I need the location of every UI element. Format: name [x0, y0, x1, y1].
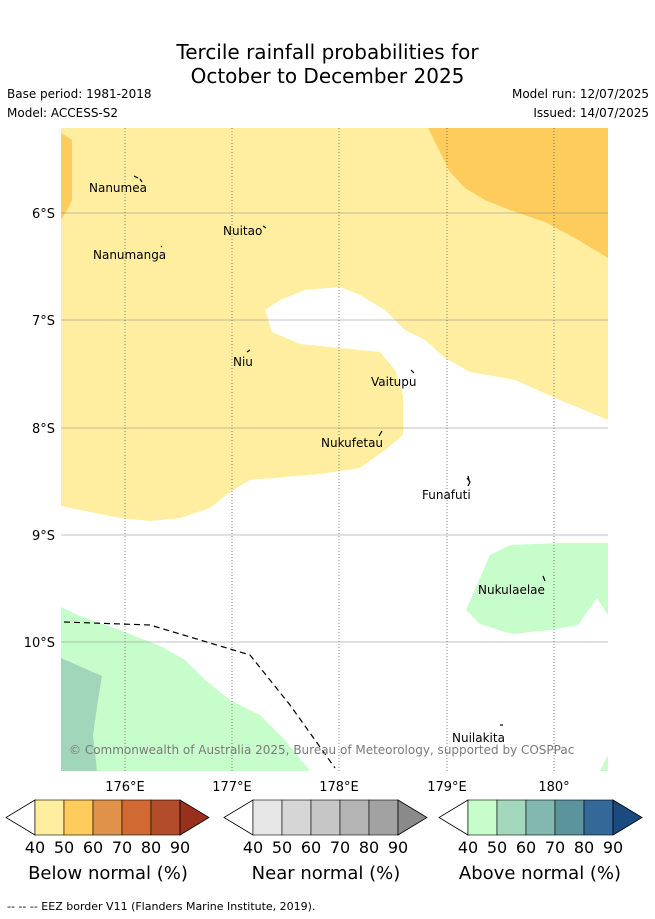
map-title-line1: Tercile rainfall probabilities for — [176, 40, 479, 64]
colorbar-tick-label: 40 — [458, 838, 478, 857]
island-nanumea — [133, 175, 143, 183]
colorbar-tick-label: 60 — [516, 838, 536, 857]
colorbar-swatch — [339, 799, 370, 836]
colorbar: 40 50 60 70 80 90 — [223, 799, 428, 857]
eez-border-footnote: -- -- -- EEZ border V11 (Flanders Marine… — [7, 900, 316, 913]
island-nukufetau — [378, 430, 383, 437]
colorbar-tick-label: 80 — [141, 838, 161, 857]
island-vaitupu — [410, 369, 415, 374]
longitude-tick-label: 180° — [538, 780, 569, 795]
island-nanumanga — [160, 245, 163, 248]
colorbar-tick-label: 40 — [243, 838, 263, 857]
latitude-tick-label: 9°S — [32, 529, 55, 544]
colorbar-tick-label: 70 — [112, 838, 132, 857]
place-label-funafuti: Funafuti — [422, 488, 471, 502]
colorbar-extend-right — [612, 799, 643, 836]
place-label-nukulaelae: Nukulaelae — [478, 583, 545, 597]
longitude-tick-label: 177°E — [212, 780, 252, 795]
region-above-40-southwest — [61, 607, 310, 771]
region-above-40-east — [466, 543, 608, 634]
place-label-nuitao: Nuitao — [223, 224, 262, 238]
copyright-notice: © Commonwealth of Australia 2025, Bureau… — [69, 743, 574, 757]
longitude-tick-label: 176°E — [105, 780, 145, 795]
place-label-vaitupu: Vaitupu — [371, 375, 417, 389]
longitude-labels: 176°E 177°E 178°E 179°E 180° — [105, 780, 569, 795]
place-label-niu: Niu — [233, 355, 253, 369]
colorbar-extend-left — [5, 799, 36, 836]
latitude-labels: 6°S 7°S 8°S 9°S 10°S — [24, 207, 55, 651]
latitude-tick-label: 6°S — [32, 207, 55, 222]
eez-border-line — [63, 621, 336, 769]
colorbar-tick-label: 90 — [170, 838, 190, 857]
issued-label: Issued: 14/07/2025 — [533, 106, 649, 120]
colorbar-swatch — [467, 799, 498, 836]
colorbar-tick-label: 40 — [25, 838, 45, 857]
latitude-tick-label: 7°S — [32, 314, 55, 329]
colorbar-swatch — [121, 799, 152, 836]
probability-regions — [61, 128, 608, 771]
colorbar-swatch — [496, 799, 527, 836]
colorbar-tick-label: 50 — [54, 838, 74, 857]
map-title-line2: October to December 2025 — [190, 64, 465, 88]
below-normal-colorbar-label: Below normal (%) — [28, 863, 188, 884]
colorbar-swatch — [525, 799, 556, 836]
colorbar-swatch — [281, 799, 312, 836]
colorbar-tick-label: 80 — [359, 838, 379, 857]
island-nukulaelae — [542, 575, 546, 582]
colorbar-tick-label: 90 — [388, 838, 408, 857]
place-label-nanumea: Nanumea — [89, 181, 147, 195]
colorbar-swatch — [92, 799, 123, 836]
island-niu — [246, 349, 251, 353]
colorbar: 40 50 60 70 80 90 — [438, 799, 643, 857]
colorbar-extend-right — [179, 799, 210, 836]
near-normal-colorbar-label: Near normal (%) — [251, 863, 401, 884]
colorbar-tick-label: 50 — [272, 838, 292, 857]
colorbar-swatch — [554, 799, 585, 836]
island-nuitao — [262, 225, 267, 229]
colorbar-tick-label: 90 — [603, 838, 623, 857]
colorbar-swatch — [150, 799, 181, 836]
region-below-50-west — [61, 133, 72, 220]
place-label-nanumanga: Nanumanga — [93, 248, 166, 262]
region-above-40-southeast — [600, 755, 608, 771]
longitude-tick-label: 179°E — [427, 780, 467, 795]
place-label-nukufetau: Nukufetau — [321, 436, 383, 450]
colorbar: 40 50 60 70 80 90 — [5, 799, 210, 857]
base-period-label: Base period: 1981-2018 — [7, 87, 152, 101]
latitude-tick-label: 8°S — [32, 422, 55, 437]
colorbar-tick-label: 80 — [574, 838, 594, 857]
region-above-50-southwest — [61, 658, 102, 771]
colorbar-extend-left — [223, 799, 254, 836]
colorbar-tick-label: 60 — [83, 838, 103, 857]
colorbar-swatch — [310, 799, 341, 836]
longitude-tick-label: 178°E — [319, 780, 359, 795]
region-below-50-northeast — [428, 128, 608, 258]
above-normal-colorbar-label: Above normal (%) — [458, 863, 622, 884]
place-label-nuilakita: Nuilakita — [452, 731, 505, 745]
model-run-label: Model run: 12/07/2025 — [511, 87, 649, 101]
colorbar-swatch — [583, 799, 614, 836]
island-shapes — [133, 175, 546, 726]
model-label: Model: ACCESS-S2 — [7, 106, 119, 120]
colorbar-tick-label: 70 — [545, 838, 565, 857]
island-funafuti — [466, 475, 471, 487]
colorbar-swatch — [63, 799, 94, 836]
colorbar-swatch — [34, 799, 65, 836]
colorbar-extend-right — [397, 799, 428, 836]
region-below-40 — [61, 128, 608, 521]
graticule — [61, 128, 608, 771]
colorbar-swatch — [368, 799, 399, 836]
colorbar-swatch — [252, 799, 283, 836]
colorbar-tick-label: 60 — [301, 838, 321, 857]
latitude-tick-label: 10°S — [24, 636, 55, 651]
colorbars: 40 50 60 70 80 90 40 50 60 70 80 90 40 50 60 70 80 90 — [5, 799, 643, 857]
colorbar-tick-label: 70 — [330, 838, 350, 857]
colorbar-extend-left — [438, 799, 469, 836]
colorbar-tick-label: 50 — [487, 838, 507, 857]
